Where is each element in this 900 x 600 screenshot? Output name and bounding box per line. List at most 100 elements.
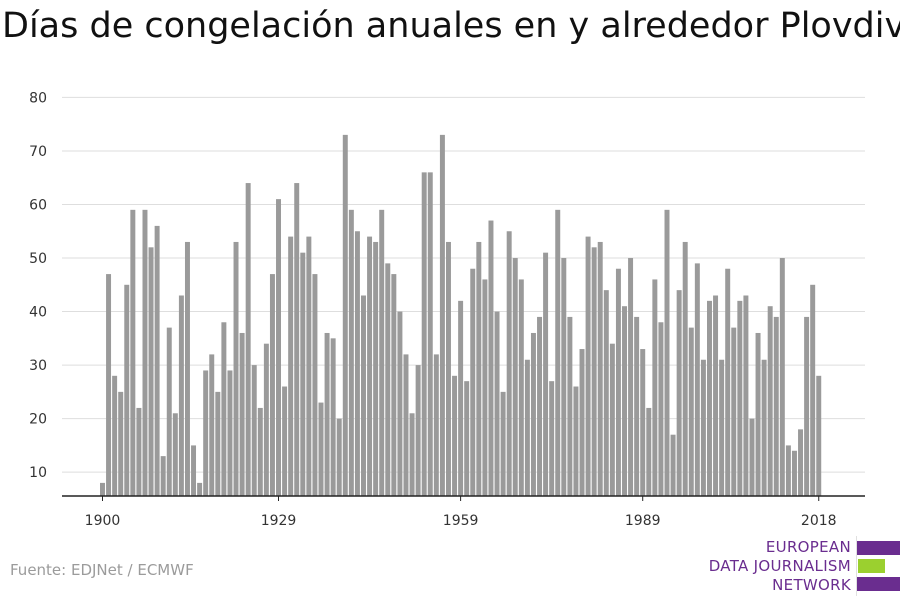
bar-1980 [585,236,591,496]
bar-1955 [433,354,439,496]
bar-1916 [197,482,203,496]
bar-1970 [524,359,530,496]
bar-1928 [269,274,275,496]
bar-1975 [555,209,561,497]
bar-2001 [713,295,719,496]
bar-1947 [385,263,391,496]
bar-1965 [494,311,500,496]
bar-1925 [251,365,257,496]
bar-1934 [306,236,312,496]
bar-1998 [694,263,700,496]
bar-2013 [785,445,791,496]
bar-2018 [816,375,822,496]
logo-purple-bar-top [857,541,900,555]
bar-1930 [282,386,288,496]
bar-1941 [348,209,354,497]
bar-1967 [506,231,512,496]
bar-1926 [257,407,263,496]
bar-1974 [549,381,555,496]
bar-1902 [112,375,118,496]
bar-2004 [731,327,737,496]
bar-1923 [239,332,245,496]
y-tick-label: 30 [29,358,47,374]
bar-1984 [609,343,615,496]
edjnet-logo: EUROPEAN DATA JOURNALISM NETWORK [700,536,900,596]
bar-1917 [203,370,209,496]
bar-1991 [652,279,658,496]
bar-2006 [743,295,749,496]
bar-1958 [452,375,458,496]
bar-1983 [603,290,609,496]
bar-1986 [622,306,627,496]
bar-1944 [367,236,373,496]
bar-1956 [439,134,445,497]
bar-1911 [166,327,172,496]
bar-1977 [567,316,573,496]
x-axis [62,495,865,501]
bar-2000 [707,300,712,496]
bar-1992 [658,322,664,496]
bar-1952 [415,365,421,496]
y-tick-label: 70 [29,144,47,160]
y-tick-labels: 10 20 30 40 50 60 70 80 [29,90,47,481]
bar-1936 [318,402,324,496]
bar-1966 [500,391,506,496]
bar-1906 [136,407,142,496]
bar-1905 [130,209,136,497]
y-tick-label: 50 [29,251,47,267]
bar-1933 [300,252,306,496]
bar-1953 [421,172,427,496]
bar-1960 [464,381,470,496]
bar-1924 [245,183,251,496]
bar-1973 [543,252,549,496]
bar-1972 [537,316,543,496]
bar-1918 [209,354,215,496]
bar-2017 [810,284,816,496]
x-tick-label: 1989 [625,513,661,529]
bar-1913 [178,295,184,496]
bar-1948 [391,274,397,496]
bars [100,134,822,497]
bar-1978 [573,386,579,496]
bar-1949 [397,311,403,496]
bar-1919 [215,391,221,496]
bar-1959 [458,300,464,496]
bar-1921 [227,370,233,496]
y-tick-label: 60 [29,197,47,213]
bar-1988 [634,316,640,496]
x-tick-label: 2018 [801,513,837,529]
bar-1969 [518,279,524,496]
y-tick-label: 80 [29,90,47,106]
bar-1909 [154,225,160,496]
bar-2012 [779,258,785,496]
bar-2010 [767,306,773,496]
bar-1957 [445,241,451,496]
x-tick-labels: 1900 1929 1959 1989 2018 [85,513,837,529]
logo-line-3: NETWORK [772,576,851,594]
bar-1903 [118,391,124,496]
bar-1935 [312,274,318,496]
bar-1920 [221,322,227,496]
bar-1993 [664,209,670,497]
bar-2011 [773,316,779,496]
bar-1946 [379,209,385,497]
x-tick-label: 1929 [261,513,297,529]
bar-2008 [755,332,761,496]
bar-1904 [124,284,130,496]
logo-green-bar [858,559,885,573]
bar-1931 [288,236,294,496]
bar-1912 [172,413,178,496]
bar-2009 [761,359,767,496]
bar-1940 [342,134,348,497]
bar-1951 [409,413,415,496]
bar-1929 [276,199,281,496]
bar-1950 [403,354,409,496]
bar-1999 [700,359,706,496]
bar-1942 [354,231,360,496]
bar-1914 [184,241,190,496]
logo-purple-bar-bottom [857,577,900,591]
bar-1907 [142,209,148,497]
y-tick-label: 10 [29,465,47,481]
logo-divider [856,536,857,596]
